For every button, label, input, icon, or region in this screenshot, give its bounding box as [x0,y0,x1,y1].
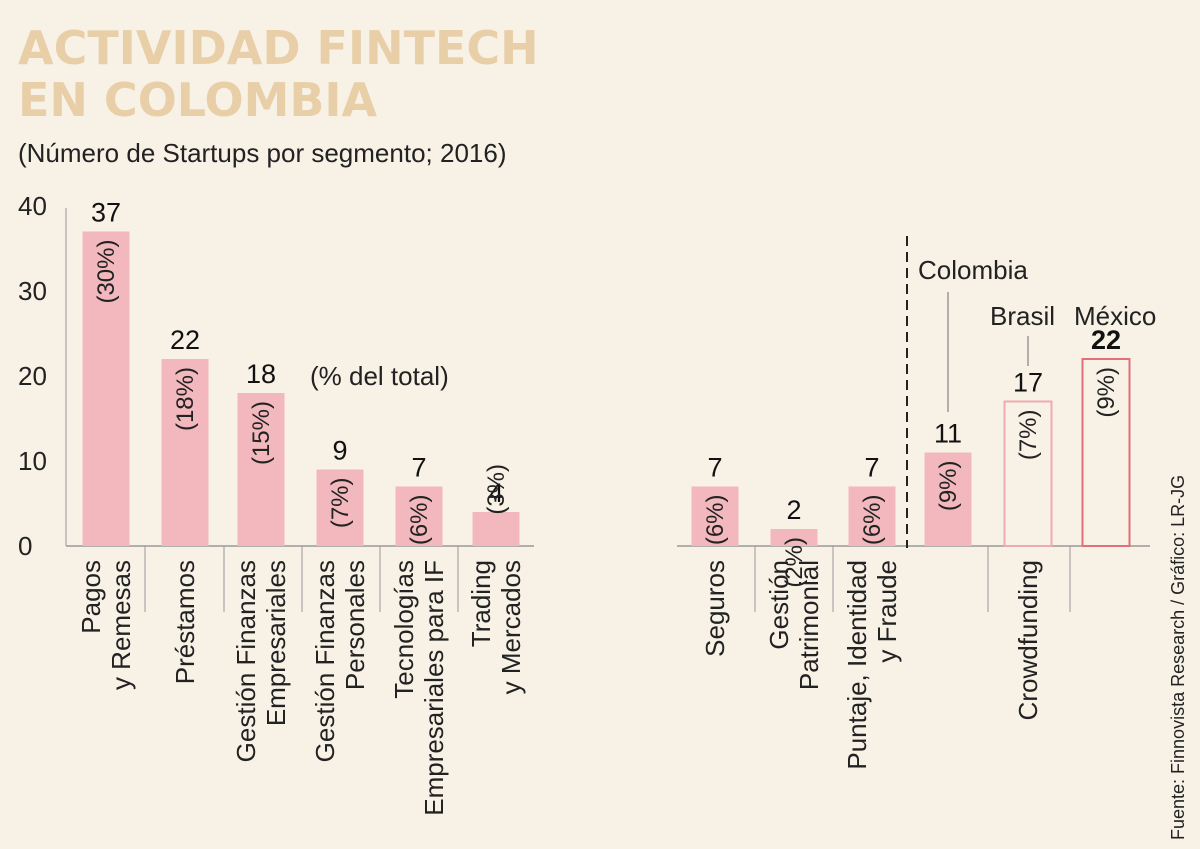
y-tick-label: 0 [18,531,32,561]
value-label: 18 [246,359,276,389]
percent-label: (9%) [935,461,962,512]
country-label-mexico: México [1074,301,1156,331]
percent-label: (15%) [248,401,275,465]
annotation-percent-total: (% del total) [310,361,449,391]
value-label: 4 [488,478,503,508]
y-tick-label: 40 [18,191,47,221]
category-label: Empresariales [261,560,291,726]
value-label: 17 [1013,368,1043,398]
category-label: y Mercados [496,560,526,694]
percent-label: (9%) [1093,367,1120,418]
value-label: 22 [1091,325,1121,355]
value-label: 37 [91,198,121,228]
percent-label: (3%) [483,464,510,515]
category-label: Empresariales para IF [419,560,449,816]
category-label: y Fraude [872,560,902,663]
outlined-bar [1003,400,1053,547]
value-label: 7 [411,453,426,483]
bar [691,486,739,546]
category-label: Seguros [700,560,730,657]
bar [848,486,896,546]
bar [237,393,285,546]
category-label: Personales [340,560,370,690]
value-label: 11 [934,419,962,449]
country-label-brasil: Brasil [990,301,1055,331]
percent-label: (6%) [859,495,886,546]
bar [924,452,972,546]
category-label: Gestión Finanzas [310,560,340,762]
category-label: Gestión Finanzas [231,560,261,762]
category-label: Puntaje, Identidad [842,560,872,770]
percent-label: (6%) [406,495,433,546]
category-label: Gestión [764,560,794,650]
value-label: 9 [332,436,347,466]
value-label: 2 [786,495,801,525]
title-line-1: ACTIVIDAD FINTECH [18,21,539,75]
category-label: Tecnologías [389,560,419,699]
category-label: Pagos [76,560,106,634]
bar [770,529,818,546]
category-label: Trading [466,560,496,647]
chart-title: ACTIVIDAD FINTECH EN COLOMBIA [18,22,539,126]
outlined-bar [1081,358,1131,547]
chart-subtitle: (Número de Startups por segmento; 2016) [18,138,507,168]
bar [395,486,443,546]
value-label: 22 [170,325,200,355]
percent-label: (30%) [93,240,120,304]
category-label: Crowdfunding [1013,560,1043,720]
value-label: 7 [864,453,879,483]
bar [82,231,130,546]
percent-label: (6%) [702,495,729,546]
title-line-2: EN COLOMBIA [18,73,378,127]
y-tick-label: 10 [18,446,47,476]
y-tick-label: 30 [18,276,47,306]
category-label: Préstamos [170,560,200,684]
country-label-colombia: Colombia [918,255,1028,285]
y-tick-label: 20 [18,361,47,391]
percent-label: (18%) [172,367,199,431]
value-label: 7 [707,453,722,483]
category-label: Patrimonial [794,560,824,690]
bar [161,359,209,546]
bar [316,469,364,546]
bar [472,512,520,546]
percent-label: (7%) [327,478,354,529]
category-label: y Remesas [106,560,136,690]
percent-label: (2%) [781,537,808,588]
percent-label: (7%) [1015,410,1042,461]
